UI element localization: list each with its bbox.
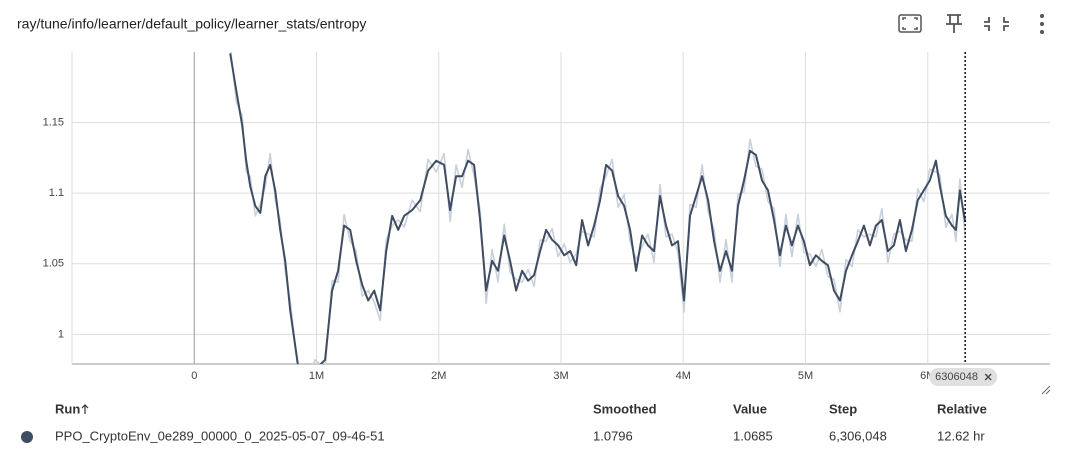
column-header: Run	[55, 401, 80, 416]
plot-lines	[229, 52, 967, 364]
column-header: Relative	[937, 401, 987, 416]
sort-arrow	[81, 404, 89, 414]
column-header: Value	[733, 401, 767, 416]
x-tick-label: 1M	[309, 370, 324, 382]
cursor: 6306048	[929, 52, 998, 386]
y-tick-label: 1.15	[43, 116, 64, 128]
more-icon[interactable]	[1040, 14, 1044, 34]
grid: 11.051.11.150 1M 2M 3M 4M 5M 6M	[43, 52, 1050, 382]
run-color	[21, 431, 33, 443]
fullscreen-icon[interactable]	[898, 14, 922, 33]
cursor-chip	[929, 368, 998, 386]
y-tick-label: 1.05	[43, 258, 64, 270]
table-cell: 6,306,048	[829, 428, 887, 443]
runs-table: Run Smoothed Value Step Relative PPO_CryptoEn…	[21, 401, 987, 443]
y-tick-label: 1.1	[49, 187, 64, 199]
x-tick-label: 4M	[676, 370, 691, 382]
resize-handle[interactable]	[1041, 385, 1051, 395]
collapse-icon[interactable]	[984, 17, 1009, 31]
x-tick-label: 3M	[553, 370, 568, 382]
series-line	[229, 53, 967, 364]
table-cell: 12.62 hr	[937, 428, 985, 443]
x-tick-label: 5M	[798, 370, 813, 382]
table-cell: 1.0685	[733, 428, 773, 443]
column-header: Step	[829, 401, 857, 416]
card-title: ray/tune/info/learner/default_policy/lea…	[17, 16, 366, 32]
series-line	[230, 52, 966, 364]
cursor-close[interactable]	[984, 373, 992, 381]
y-tick-label: 1	[58, 328, 64, 340]
x-tick-label: 0	[191, 370, 197, 382]
cursor-label: 6306048	[935, 371, 978, 383]
pin-icon[interactable]	[946, 14, 962, 33]
table-cell: PPO_CryptoEnv_0e289_00000_0_2025-05-07_0…	[55, 428, 385, 443]
table-cell: 1.0796	[593, 428, 633, 443]
column-header: Smoothed	[593, 401, 657, 416]
x-tick-label: 2M	[431, 370, 446, 382]
